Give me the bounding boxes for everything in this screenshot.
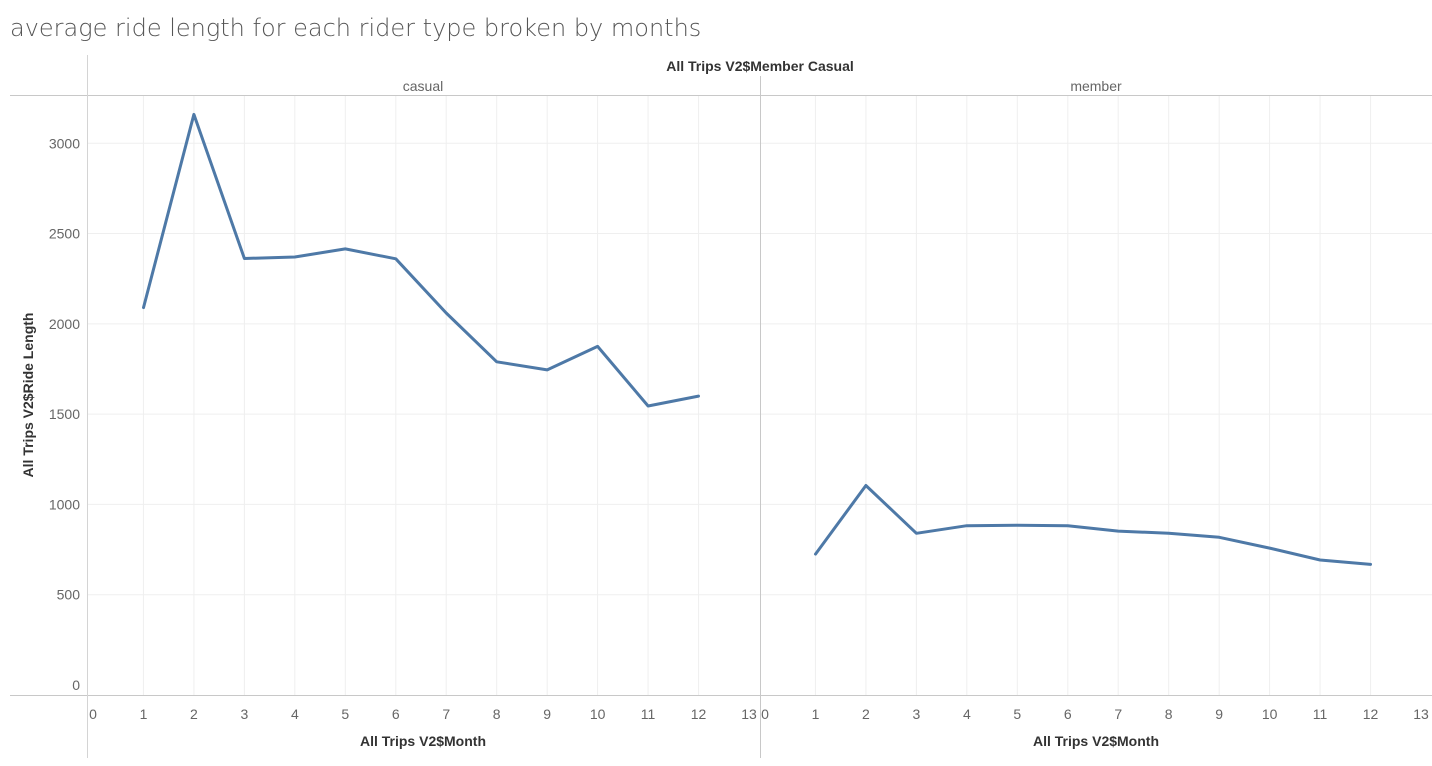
y-axis-label: All Trips V2$Ride Length: [20, 313, 36, 478]
x-tick-label: 8: [493, 706, 501, 722]
y-tick-label: 2000: [49, 316, 80, 332]
panel-header-label: All Trips V2$Member Casual: [666, 58, 854, 74]
x-tick-label: 13: [741, 706, 757, 722]
chart-frame: [10, 55, 1432, 758]
y-tick-label: 3000: [49, 135, 80, 151]
x-tick-label: 11: [641, 706, 656, 722]
x-tick-label: 12: [691, 706, 707, 722]
x-tick-label: 0: [89, 706, 97, 722]
x-axis-label-casual: All Trips V2$Month: [360, 733, 486, 749]
y-tick-label: 1500: [49, 406, 80, 422]
x-tick-label: 1: [140, 706, 148, 722]
x-tick-label: 11: [1313, 706, 1328, 722]
panel-label-member: member: [1070, 78, 1122, 94]
gridlines: [88, 96, 1432, 695]
x-tick-label: 9: [543, 706, 551, 722]
x-tick-label: 6: [1064, 706, 1072, 722]
x-tick-label: 7: [442, 706, 450, 722]
x-tick-label: 9: [1215, 706, 1223, 722]
x-tick-label: 2: [862, 706, 870, 722]
x-tick-label: 4: [963, 706, 971, 722]
x-tick-label: 5: [1013, 706, 1021, 722]
x-tick-label: 3: [240, 706, 248, 722]
x-axis-ticks: 0 1 2 3 4 5 6 7 8 9 10 11 12 13 0 1 2 3 4 5 6 7 8 9 10 11 12 13: [89, 706, 1429, 722]
x-tick-label: 1: [812, 706, 820, 722]
x-tick-label: 13: [1413, 706, 1429, 722]
series-line-casual: [142, 112, 700, 408]
x-tick-label: 4: [291, 706, 299, 722]
x-tick-label: 10: [1262, 706, 1278, 722]
series-lines: [142, 112, 1372, 566]
x-tick-label: 0: [761, 706, 769, 722]
x-tick-label: 6: [392, 706, 400, 722]
y-tick-label: 0: [72, 677, 80, 693]
x-tick-label: 8: [1165, 706, 1173, 722]
x-tick-label: 12: [1363, 706, 1379, 722]
y-tick-label: 1000: [49, 496, 80, 512]
series-line-member: [814, 484, 1372, 566]
x-tick-label: 3: [912, 706, 920, 722]
x-tick-label: 10: [590, 706, 606, 722]
x-tick-label: 7: [1114, 706, 1122, 722]
y-tick-label: 2500: [49, 226, 80, 242]
panel-label-casual: casual: [403, 78, 443, 94]
chart-title: average ride length for each rider type …: [10, 14, 702, 42]
x-tick-label: 5: [341, 706, 349, 722]
y-tick-label: 500: [57, 587, 81, 603]
x-tick-label: 2: [190, 706, 198, 722]
x-axis-label-member: All Trips V2$Month: [1033, 733, 1159, 749]
y-axis-ticks: 0 500 1000 1500 2000 2500 3000: [49, 135, 80, 693]
